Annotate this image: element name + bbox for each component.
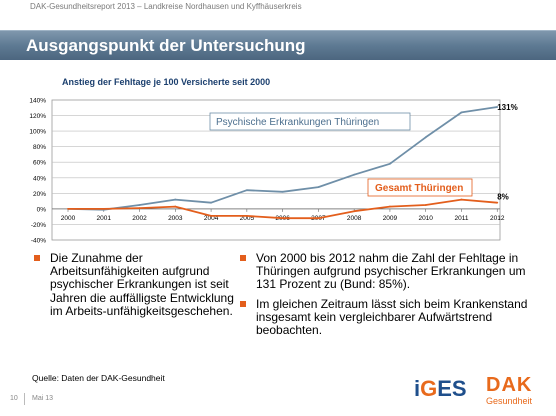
data-point bbox=[496, 106, 499, 108]
y-tick-label: 20% bbox=[33, 191, 46, 198]
data-point bbox=[317, 217, 320, 220]
bullet-item: Im gleichen Zeitraum lässt sich beim Kra… bbox=[236, 296, 536, 338]
dak-logo-word: DAK bbox=[486, 374, 533, 396]
data-point bbox=[210, 214, 212, 217]
y-tick-label: 140% bbox=[29, 98, 46, 105]
slide-title: Ausgangspunkt der Untersuchung bbox=[26, 36, 306, 55]
report-header-text: DAK-Gesundheitsreport 2013 – Landkreise … bbox=[30, 2, 302, 11]
iges-logo: iGES bbox=[414, 376, 467, 401]
dak-logo: DAK Gesundheit bbox=[482, 374, 552, 408]
source-note: Quelle: Daten der DAK-Gesundheit bbox=[32, 373, 165, 383]
data-point bbox=[424, 136, 427, 139]
data-point bbox=[353, 210, 356, 213]
data-point bbox=[389, 162, 391, 165]
legend-box-gesamt bbox=[367, 178, 473, 197]
data-point bbox=[281, 217, 284, 220]
footer-date: Mai 13 bbox=[32, 395, 54, 402]
bullet-text: Im gleichen Zeitraum lässt sich beim Kra… bbox=[256, 296, 528, 338]
y-tick-label: 100% bbox=[29, 129, 46, 136]
bullet-marker bbox=[34, 255, 40, 261]
legend-label-psych: Psychische Erkrankungen Thüringen bbox=[216, 117, 379, 128]
footer-divider bbox=[24, 393, 25, 405]
legend-label-gesamt: Gesamt Thüringen bbox=[375, 183, 463, 194]
y-tick-label: -20% bbox=[31, 222, 46, 229]
y-tick-label: 60% bbox=[33, 160, 46, 167]
data-point bbox=[245, 214, 248, 217]
dak-logo-sub: Gesundheit bbox=[486, 396, 533, 406]
x-tick-label: 2008 bbox=[347, 215, 362, 222]
end-label: 131% bbox=[497, 103, 517, 112]
data-point bbox=[138, 207, 141, 210]
x-tick-label: 2009 bbox=[383, 215, 398, 222]
x-tick-label: 2011 bbox=[454, 215, 468, 222]
data-point bbox=[210, 201, 212, 204]
bullets-right: Von 2000 bis 2012 nahm die Zahl der Fehl… bbox=[236, 251, 536, 343]
y-tick-label: 0% bbox=[37, 206, 47, 213]
y-tick-label: -40% bbox=[31, 238, 46, 245]
x-tick-label: 2005 bbox=[240, 215, 255, 222]
bullet-item: Von 2000 bis 2012 nahm die Zahl der Fehl… bbox=[236, 251, 536, 292]
x-tick-label: 2012 bbox=[490, 215, 505, 222]
x-tick-label: 2003 bbox=[168, 215, 183, 222]
x-tick-label: 2000 bbox=[61, 215, 76, 222]
bullet-marker bbox=[240, 300, 246, 307]
page-number: 10 bbox=[10, 395, 18, 402]
data-point bbox=[174, 198, 177, 201]
data-point bbox=[102, 207, 105, 210]
line-chart: 140% 120% 100% 80% 60% 40% 20% 0% -20% -40% 2000 20… bbox=[29, 98, 517, 245]
bullets-left: Die Zunahme der Arbeitsunfähigkeiten auf… bbox=[30, 251, 240, 324]
data-point bbox=[353, 173, 356, 176]
data-point bbox=[245, 189, 248, 192]
legend-box-psych bbox=[209, 112, 411, 131]
bullet-text: Die Zunahme der Arbeitsunfähigkeiten auf… bbox=[50, 251, 234, 318]
data-point bbox=[496, 201, 499, 204]
data-point bbox=[67, 207, 69, 210]
data-point bbox=[424, 204, 427, 206]
y-tick-label: 80% bbox=[33, 144, 46, 151]
data-point bbox=[460, 198, 463, 201]
data-point bbox=[281, 190, 284, 193]
bullet-item: Die Zunahme der Arbeitsunfähigkeiten auf… bbox=[30, 251, 240, 318]
y-tick-label: 40% bbox=[33, 175, 46, 182]
x-tick-label: 2004 bbox=[204, 215, 219, 222]
x-tick-label: 2001 bbox=[97, 215, 112, 222]
x-tick-label: 2002 bbox=[132, 215, 147, 222]
data-point bbox=[138, 204, 141, 206]
plot-frame bbox=[51, 99, 501, 241]
x-tick-label: 2010 bbox=[418, 215, 433, 222]
data-point bbox=[317, 186, 320, 189]
y-tick-label: 120% bbox=[29, 113, 46, 120]
bullet-marker bbox=[240, 255, 246, 261]
title-bar: Ausgangspunkt der Untersuchung bbox=[0, 30, 556, 60]
data-point bbox=[389, 205, 391, 208]
chart-title: Anstieg der Fehltage je 100 Versicherte … bbox=[62, 77, 271, 87]
data-point bbox=[460, 111, 463, 114]
end-label: 8% bbox=[497, 193, 509, 202]
data-point bbox=[174, 205, 177, 208]
report-header: DAK-Gesundheitsreport 2013 – Landkreise … bbox=[0, 0, 556, 12]
bullet-text: Von 2000 bis 2012 nahm die Zahl der Fehl… bbox=[256, 251, 526, 292]
